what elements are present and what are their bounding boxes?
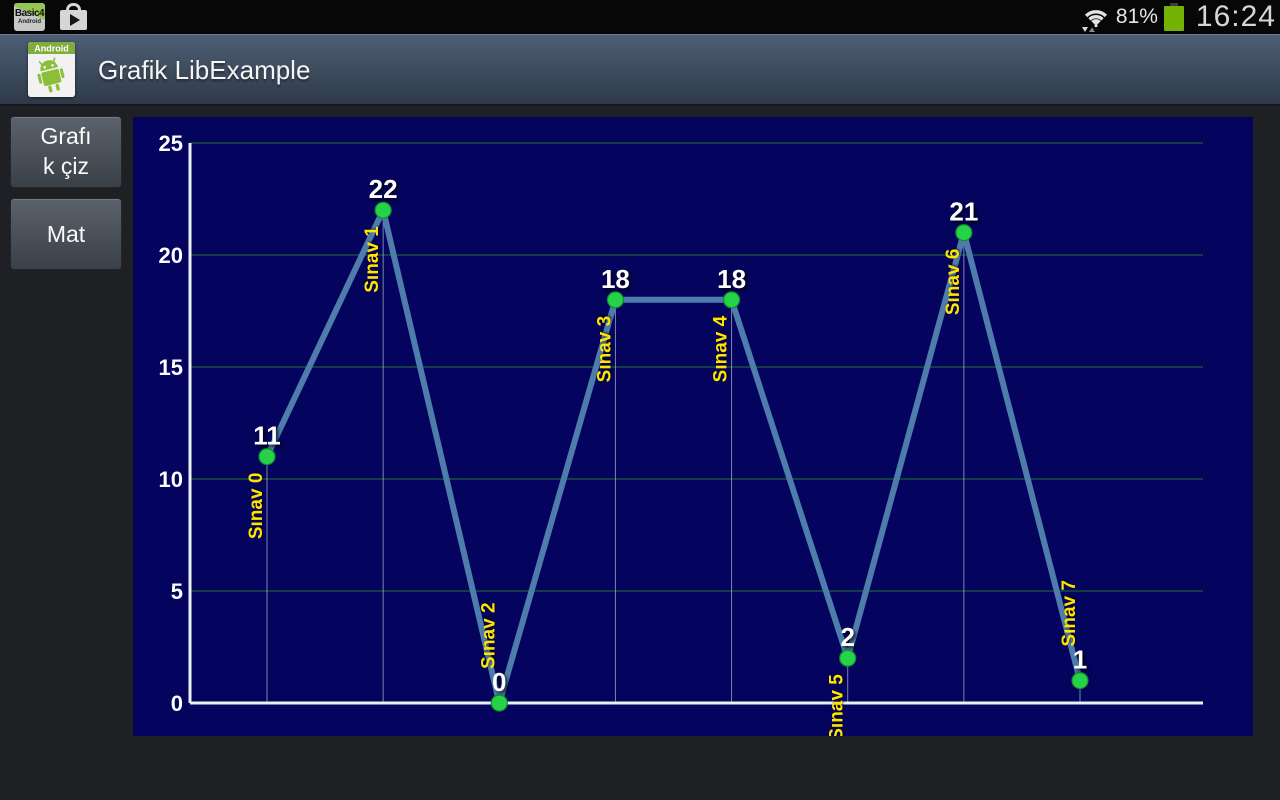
category-label: Sınav 3 — [594, 316, 615, 383]
data-point — [374, 201, 392, 219]
value-label: 0 — [492, 667, 506, 697]
data-point — [490, 694, 508, 712]
value-label: 2 — [840, 622, 854, 652]
category-label: Sınav 4 — [711, 315, 732, 382]
y-tick-label: 5 — [171, 579, 183, 604]
data-point — [955, 223, 973, 242]
data-point — [258, 448, 276, 466]
y-tick-label: 10 — [159, 467, 183, 492]
value-label: 21 — [949, 197, 978, 227]
app-icon: Android — [28, 42, 75, 97]
value-label: 22 — [369, 174, 398, 204]
y-tick-label: 15 — [159, 355, 183, 380]
android-app-icon: Android — [28, 42, 75, 97]
value-label: 18 — [601, 264, 630, 294]
status-bar-indicators: 81% 16:24 — [1079, 0, 1276, 34]
mat-button[interactable]: Mat — [10, 198, 122, 270]
grafik-ciz-button[interactable]: Grafık çiz — [10, 116, 122, 188]
battery-icon — [1163, 2, 1185, 32]
y-tick-label: 25 — [159, 131, 183, 156]
category-label: Sınav 5 — [827, 674, 848, 736]
play-triangle-icon — [70, 14, 80, 26]
data-point — [722, 291, 741, 309]
value-label: 1 — [1073, 645, 1087, 675]
action-bar: Android Grafik LibExample — [0, 34, 1280, 106]
value-label: 11 — [253, 421, 281, 451]
wifi-icon — [1081, 10, 1107, 32]
y-tick-label: 0 — [171, 691, 183, 716]
b4a-icon-text1: Basic4 — [14, 7, 45, 19]
b4a-icon-text2: Android — [18, 18, 41, 25]
basic4android-notification-icon: Basic4 Android — [14, 3, 45, 31]
data-point — [1071, 671, 1089, 690]
wifi-down-arrow-icon — [1081, 27, 1088, 32]
line-chart: 11 22 0 18 18 2 21 1 Sınav 0 Sınav 1 Sınav 2 Sınav … — [159, 131, 1203, 736]
category-label: Sınav 2 — [478, 602, 499, 669]
page-title: Grafik LibExample — [98, 54, 311, 85]
category-label: Sınav 7 — [1059, 580, 1080, 647]
value-label: 18 — [717, 264, 746, 294]
category-label: Sınav 0 — [246, 473, 267, 540]
android-robot-icon — [37, 57, 65, 93]
grafik-ciz-button-label: Grafık çiz — [40, 123, 92, 179]
y-tick-label: 20 — [159, 243, 183, 268]
category-label: Sınav 1 — [362, 226, 383, 293]
chart-panel: 11 22 0 18 18 2 21 1 Sınav 0 Sınav 1 Sınav 2 Sınav … — [133, 117, 1253, 736]
series-line — [264, 207, 1083, 706]
battery-percent: 81% — [1115, 5, 1158, 28]
mat-button-label: Mat — [46, 220, 86, 247]
status-bar-notifications: Basic4 Android — [14, 3, 89, 31]
status-bar[interactable]: Basic4 Android 81% 16: — [0, 0, 1280, 34]
wifi-up-arrow-icon — [1088, 27, 1095, 32]
data-point — [839, 649, 857, 667]
category-label: Sınav 6 — [943, 249, 964, 316]
data-point — [606, 291, 625, 309]
clock: 16:24 — [1195, 0, 1276, 33]
svg-text:Android: Android — [34, 44, 69, 54]
app-icon-banner — [28, 42, 75, 54]
play-store-icon — [59, 3, 89, 31]
